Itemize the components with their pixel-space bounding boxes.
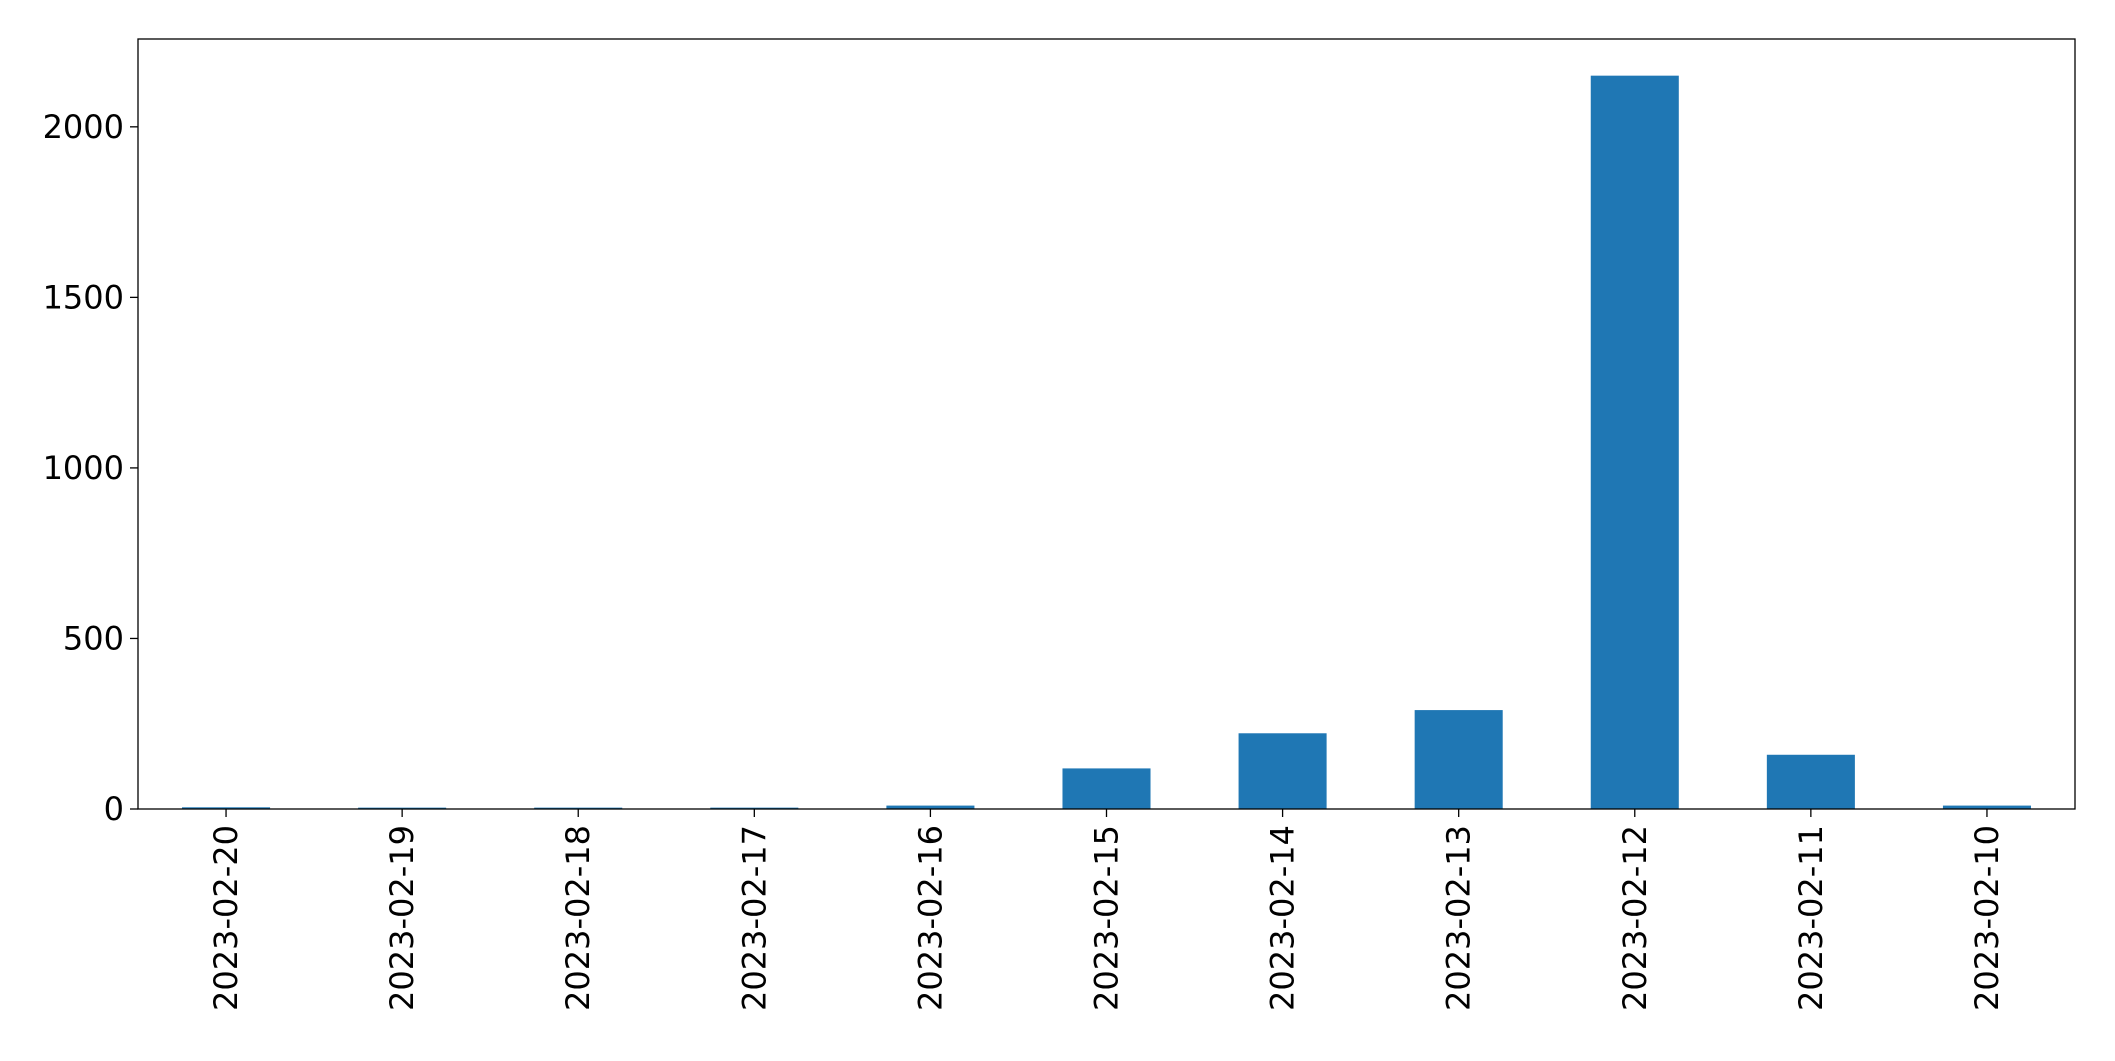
bar [534, 807, 623, 809]
y-tick-label: 2000 [43, 108, 124, 146]
bar [1062, 768, 1151, 809]
bar [182, 807, 271, 809]
bar [358, 807, 447, 809]
x-tick-label: 2023-02-14 [1264, 825, 1302, 1011]
x-tick-label: 2023-02-12 [1616, 825, 1654, 1011]
y-tick-label: 500 [63, 619, 124, 657]
x-tick-label: 2023-02-19 [383, 825, 421, 1011]
y-tick-label: 1500 [43, 278, 124, 316]
plot-frame [137, 38, 2076, 810]
x-tick-label: 2023-02-16 [911, 825, 949, 1011]
bar [710, 807, 799, 809]
y-tick-label: 1000 [43, 449, 124, 487]
bar [1590, 75, 1679, 809]
x-tick-label: 2023-02-13 [1440, 825, 1478, 1011]
bar [1238, 733, 1327, 809]
y-tick-label: 0 [104, 790, 124, 828]
x-tick-label: 2023-02-10 [1968, 825, 2006, 1011]
x-tick-label: 2023-02-15 [1088, 825, 1126, 1011]
x-tick-label: 2023-02-17 [735, 825, 773, 1011]
x-tick-label: 2023-02-20 [207, 825, 245, 1011]
bar [1414, 710, 1503, 809]
bar [1766, 754, 1855, 809]
x-tick-label: 2023-02-18 [559, 825, 597, 1011]
x-tick-label: 2023-02-11 [1792, 825, 1830, 1011]
bar [886, 805, 975, 809]
bar [1942, 805, 2031, 809]
